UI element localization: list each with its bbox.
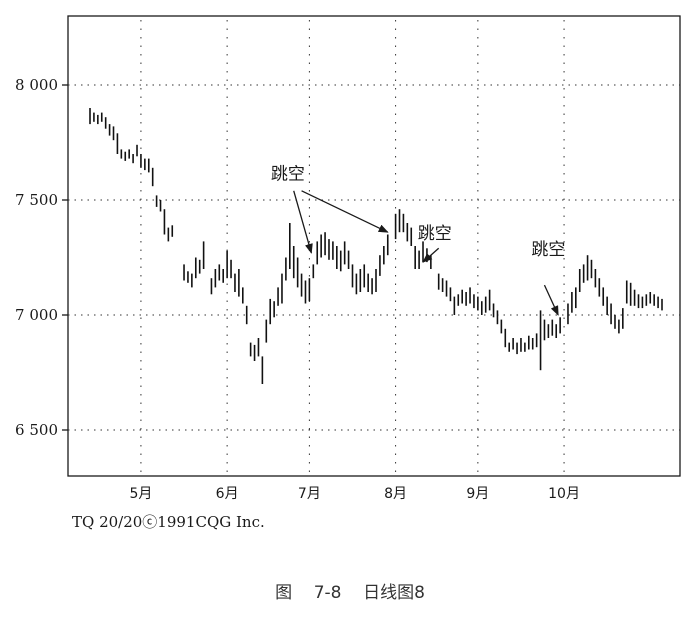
gap-arrow-0 [293,190,313,254]
figure-caption: 图 7-8 日线图8 [275,583,425,603]
x-tick-label-0: 5月 [129,486,152,502]
plot-frame [67,15,681,477]
gap-arrow-2 [422,247,440,263]
x-tick-label-3: 8月 [384,486,407,502]
y-tick-label-1: 7 000 [15,306,58,324]
gap-label-2: 跳空 [418,224,452,244]
gap-label-3: 跳空 [531,240,565,260]
gap-label-0: 跳空 [271,164,305,184]
price-bars [89,108,663,384]
y-tick-label-3: 8 000 [15,76,58,94]
y-tick-label-0: 6 500 [15,421,58,439]
gridlines [68,20,680,476]
x-axis-ticks: 5月 6月 7月 8月 9月 10月 [129,486,579,502]
x-tick-label-4: 9月 [466,486,489,502]
y-axis-ticks: 6 500 7 000 7 500 8 000 [15,76,68,439]
y-tick-label-2: 7 500 [15,191,58,209]
gap-arrow-1 [301,190,389,233]
x-tick-label-2: 7月 [298,486,321,502]
x-tick-label-5: 10月 [548,486,580,502]
gap-arrow-3 [543,284,559,316]
x-tick-label-1: 6月 [216,486,239,502]
chart-credit: TQ 20/20ⓒ1991CQG Inc. [72,513,265,531]
